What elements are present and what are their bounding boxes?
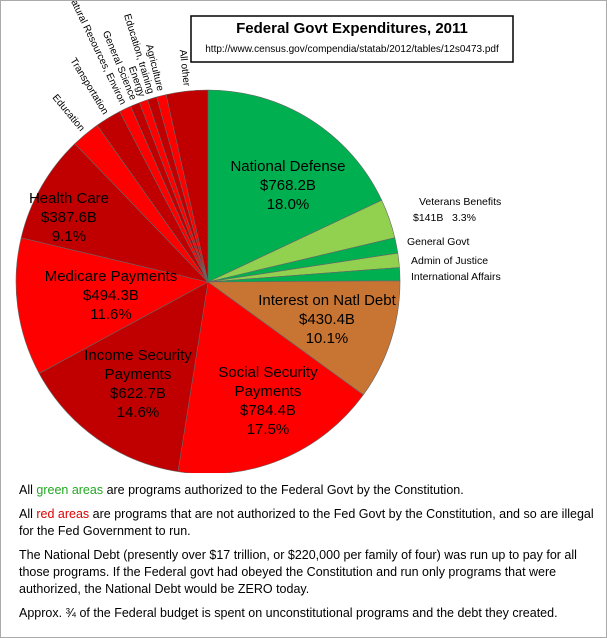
note-text: red areas: [36, 507, 90, 521]
pie-slice: [207, 280, 401, 396]
slice-label: Interest on Natl Debt $430.4B 10.1%: [242, 291, 412, 348]
slice-percent: 3.3%: [452, 212, 476, 224]
slice-percent: 10.1%: [305, 330, 349, 347]
pie-slice: [15, 237, 209, 374]
slice-name: Interest on Natl Debt: [258, 292, 396, 309]
notes: All green areas are programs authorized …: [19, 482, 597, 629]
chart-title: Federal Govt Expenditures, 2011: [236, 20, 468, 37]
slice-amount: $141B: [413, 212, 443, 224]
slice-name: General Govt: [407, 236, 470, 248]
note-text: All: [19, 507, 37, 521]
slice-name: International Affairs: [411, 271, 501, 283]
note-paragraph: All red areas are programs that are not …: [19, 506, 597, 540]
note-paragraph: Approx. ¾ of the Federal budget is spent…: [19, 605, 597, 622]
slice-percent: 18.0%: [266, 196, 310, 213]
pie-slice: [207, 89, 383, 283]
slice-name: All other: [177, 49, 192, 87]
note-text: Approx. ¾ of the Federal budget is spent…: [19, 606, 558, 620]
pie-slice: [20, 143, 209, 283]
slice-amount: $430.4B: [299, 311, 355, 328]
slice-amount: $784.4B: [240, 402, 296, 419]
slice-label: Health Care $387.6B 9.1%: [14, 189, 124, 246]
slice-name: Income Security Payments: [84, 347, 192, 383]
slice-label: Social Security Payments $784.4B 17.5%: [203, 363, 333, 439]
pie-slice: [165, 89, 209, 283]
slice-name: Education: [50, 93, 87, 134]
note-text: are programs authorized to the Federal G…: [103, 483, 464, 497]
pie-slice: [38, 281, 209, 472]
pie-slice: [177, 281, 364, 473]
slice-percent: 11.6%: [90, 306, 132, 323]
note-text: All: [19, 483, 37, 497]
note-text: green areas: [36, 483, 104, 497]
title-box: [190, 15, 514, 63]
slice-amount: $622.7B: [110, 385, 166, 402]
slice-name: Veterans Benefits: [419, 196, 501, 208]
slice-amount: $494.3B: [83, 287, 139, 304]
slice-name: Admin of Justice: [411, 255, 488, 267]
chart-subtitle: http://www.census.gov/compendia/statab/2…: [205, 44, 499, 55]
slice-name: Social Security Payments: [218, 364, 318, 400]
note-paragraph: All green areas are programs authorized …: [19, 482, 597, 499]
slice-percent: 9.1%: [51, 228, 87, 245]
slice-label: Medicare Payments $494.3B 11.6%: [26, 267, 196, 324]
slice-name: National Defense: [230, 158, 346, 175]
chart: Federal Govt Expenditures, 2011 http://w…: [15, 1, 514, 473]
slice-amount: $387.6B: [41, 209, 97, 226]
slice-label: National Defense $768.2B 18.0%: [213, 157, 363, 214]
note-paragraph: The National Debt (presently over $17 tr…: [19, 547, 597, 598]
slice-name: Medicare Payments: [44, 268, 178, 285]
slice-name: Health Care: [28, 190, 110, 207]
slice-amount: $768.2B: [260, 177, 316, 194]
note-text: The National Debt (presently over $17 tr…: [19, 548, 577, 596]
note-text: are programs that are not authorized to …: [19, 507, 594, 538]
slice-label: Income Security Payments $622.7B 14.6%: [76, 346, 201, 422]
slice-percent: 14.6%: [116, 404, 160, 421]
slice-percent: 17.5%: [246, 421, 290, 438]
